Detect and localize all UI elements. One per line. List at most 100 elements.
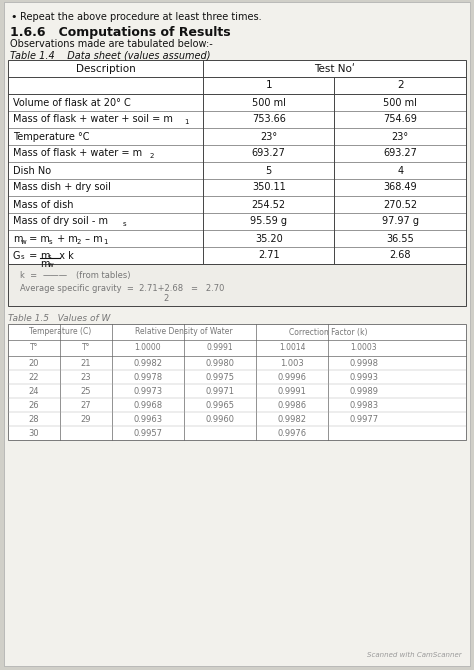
Text: 35.20: 35.20 bbox=[255, 234, 283, 243]
Text: Table 1.4    Data sheet (values assumed): Table 1.4 Data sheet (values assumed) bbox=[10, 50, 210, 60]
Text: 0.9971: 0.9971 bbox=[206, 387, 235, 395]
Bar bbox=[8, 324, 466, 440]
Text: 0.9978: 0.9978 bbox=[134, 373, 163, 381]
Text: 0.9957: 0.9957 bbox=[134, 429, 163, 438]
Text: 350.11: 350.11 bbox=[252, 182, 286, 192]
Text: Description: Description bbox=[76, 64, 136, 74]
Bar bbox=[8, 264, 466, 306]
Text: 2: 2 bbox=[397, 80, 403, 90]
Text: s: s bbox=[48, 254, 52, 260]
Text: 2: 2 bbox=[150, 153, 155, 159]
Text: G: G bbox=[13, 251, 20, 261]
Text: 26: 26 bbox=[29, 401, 39, 409]
Text: 0.9996: 0.9996 bbox=[277, 373, 307, 381]
Text: = m: = m bbox=[26, 234, 50, 243]
Text: 0.9986: 0.9986 bbox=[277, 401, 307, 409]
Text: Volume of flask at 20° C: Volume of flask at 20° C bbox=[13, 98, 131, 107]
Bar bbox=[8, 60, 466, 264]
Text: =: = bbox=[26, 251, 40, 261]
Text: Relative Density of Water: Relative Density of Water bbox=[135, 328, 233, 336]
Text: Dish No: Dish No bbox=[13, 165, 51, 176]
Text: Table 1.5   Values of W: Table 1.5 Values of W bbox=[8, 314, 110, 323]
Text: Correction Factor (k): Correction Factor (k) bbox=[289, 328, 367, 336]
Text: 0.9983: 0.9983 bbox=[349, 401, 379, 409]
Text: Test Noʹ: Test Noʹ bbox=[314, 64, 355, 74]
Text: Mass of flask + water = m: Mass of flask + water = m bbox=[13, 149, 142, 159]
Text: 0.9976: 0.9976 bbox=[277, 429, 307, 438]
Text: 1.0000: 1.0000 bbox=[135, 344, 161, 352]
Text: 28: 28 bbox=[29, 415, 39, 423]
Text: 4: 4 bbox=[397, 165, 403, 176]
Text: 36.55: 36.55 bbox=[386, 234, 414, 243]
Text: 1.0014: 1.0014 bbox=[279, 344, 305, 352]
Text: 20: 20 bbox=[29, 358, 39, 368]
Text: 0.9965: 0.9965 bbox=[206, 401, 235, 409]
Text: 22: 22 bbox=[29, 373, 39, 381]
Text: 0.9998: 0.9998 bbox=[349, 358, 379, 368]
Text: Mass of dry soil - m: Mass of dry soil - m bbox=[13, 216, 108, 226]
Text: 0.9960: 0.9960 bbox=[206, 415, 235, 423]
Text: 270.52: 270.52 bbox=[383, 200, 417, 210]
Text: 1.6.6   Computations of Results: 1.6.6 Computations of Results bbox=[10, 26, 231, 39]
Text: 0.9982: 0.9982 bbox=[134, 358, 163, 368]
Text: Temperature (C): Temperature (C) bbox=[29, 328, 91, 336]
Text: 0.9982: 0.9982 bbox=[277, 415, 307, 423]
Text: 2: 2 bbox=[163, 294, 168, 303]
Text: w: w bbox=[21, 239, 27, 245]
Text: 29: 29 bbox=[81, 415, 91, 423]
Text: 1.003: 1.003 bbox=[280, 358, 304, 368]
Text: + m: + m bbox=[54, 234, 78, 243]
Text: Scanned with CamScanner: Scanned with CamScanner bbox=[367, 652, 462, 658]
Text: 754.69: 754.69 bbox=[383, 115, 417, 125]
Text: k  =: k = bbox=[20, 271, 37, 280]
Text: 693.27: 693.27 bbox=[383, 149, 417, 159]
Text: 0.9991: 0.9991 bbox=[207, 344, 233, 352]
Text: x k: x k bbox=[53, 251, 74, 261]
Text: s: s bbox=[49, 239, 53, 245]
Text: 1: 1 bbox=[184, 119, 189, 125]
Text: m: m bbox=[40, 259, 49, 269]
Text: 21: 21 bbox=[81, 358, 91, 368]
Text: 0.9968: 0.9968 bbox=[134, 401, 163, 409]
Text: 254.52: 254.52 bbox=[252, 200, 286, 210]
Text: m: m bbox=[40, 251, 49, 261]
Text: 95.59 g: 95.59 g bbox=[250, 216, 287, 226]
Text: 0.9980: 0.9980 bbox=[206, 358, 235, 368]
Text: 0.9975: 0.9975 bbox=[206, 373, 235, 381]
Text: 23°: 23° bbox=[260, 131, 277, 141]
Text: Average specific gravity  =  2.71+2.68   =   2.70: Average specific gravity = 2.71+2.68 = 2… bbox=[20, 284, 224, 293]
Text: 2: 2 bbox=[77, 239, 82, 245]
Text: 0.9977: 0.9977 bbox=[349, 415, 379, 423]
Text: 693.27: 693.27 bbox=[252, 149, 286, 159]
Text: – m: – m bbox=[82, 234, 103, 243]
Text: 2.71: 2.71 bbox=[258, 251, 280, 261]
Text: Temperature °C: Temperature °C bbox=[13, 131, 90, 141]
Text: 2.68: 2.68 bbox=[390, 251, 411, 261]
Text: 0.9963: 0.9963 bbox=[134, 415, 163, 423]
Text: 0.9973: 0.9973 bbox=[134, 387, 163, 395]
Text: 25: 25 bbox=[81, 387, 91, 395]
Text: 23°: 23° bbox=[392, 131, 409, 141]
Text: 1.0003: 1.0003 bbox=[351, 344, 377, 352]
Text: 27: 27 bbox=[81, 401, 91, 409]
Text: Observations made are tabulated below:-: Observations made are tabulated below:- bbox=[10, 39, 213, 49]
Text: s: s bbox=[123, 222, 127, 228]
Text: w: w bbox=[48, 262, 54, 268]
Text: Mass of dish: Mass of dish bbox=[13, 200, 73, 210]
Text: Repeat the above procedure at least three times.: Repeat the above procedure at least thre… bbox=[20, 12, 262, 22]
Text: T°: T° bbox=[82, 344, 90, 352]
Text: 500 ml: 500 ml bbox=[383, 98, 417, 107]
Text: 97.97 g: 97.97 g bbox=[382, 216, 419, 226]
Text: Mass dish + dry soil: Mass dish + dry soil bbox=[13, 182, 111, 192]
Text: 500 ml: 500 ml bbox=[252, 98, 286, 107]
Text: T°: T° bbox=[30, 344, 38, 352]
Text: 23: 23 bbox=[81, 373, 91, 381]
Text: 0.9993: 0.9993 bbox=[349, 373, 379, 381]
Text: 0.9991: 0.9991 bbox=[278, 387, 306, 395]
Text: •: • bbox=[10, 12, 17, 22]
Text: 1: 1 bbox=[103, 239, 108, 245]
Text: s: s bbox=[21, 254, 25, 260]
Text: 0.9989: 0.9989 bbox=[349, 387, 379, 395]
Text: 5: 5 bbox=[265, 165, 272, 176]
Text: 753.66: 753.66 bbox=[252, 115, 286, 125]
